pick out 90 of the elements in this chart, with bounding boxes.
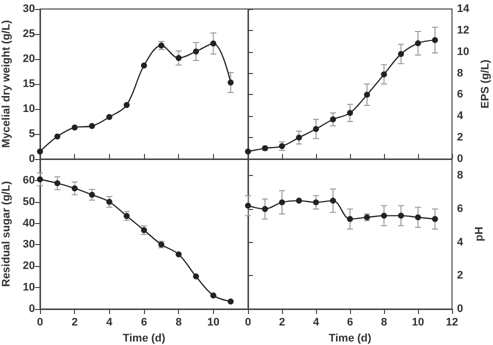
x-tick-label: 12: [446, 316, 458, 328]
y-tick-label: 5: [28, 128, 35, 140]
point: [245, 148, 251, 154]
y-axis-title: Residual sugar (g/L): [0, 180, 12, 287]
point: [89, 192, 95, 198]
point: [381, 71, 387, 78]
y-tick-label: 20: [22, 53, 35, 65]
y2-tick-label: 8: [457, 170, 464, 182]
point: [262, 206, 268, 212]
y-tick-label: 30: [22, 238, 35, 251]
point: [228, 80, 234, 86]
y2-tick-label: 2: [457, 270, 464, 282]
point: [176, 55, 182, 61]
point: [72, 124, 78, 130]
y-tick-label: 25: [22, 28, 35, 40]
y-tick-label: 0: [28, 153, 35, 165]
x-tick-label: 8: [380, 316, 388, 328]
y2-tick-label: 12: [457, 24, 470, 36]
y2-tick-label: 6: [457, 203, 464, 215]
point: [313, 126, 319, 132]
x-tick-label: 6: [346, 316, 354, 328]
point: [415, 214, 421, 220]
point: [398, 51, 404, 57]
point: [37, 176, 43, 182]
point: [124, 102, 130, 108]
point: [37, 148, 43, 154]
y-tick-label: 40: [22, 217, 35, 230]
point: [106, 198, 112, 205]
x-axis-title: Time (d): [122, 332, 166, 344]
point: [347, 216, 353, 222]
y-axis-title: Mycelial dry weight (g/L): [0, 20, 12, 148]
x-axis-title: Time (d): [328, 332, 372, 344]
x-tick-label: 4: [312, 316, 320, 328]
point: [398, 212, 404, 219]
point: [210, 292, 216, 298]
x-tick-label: 0: [36, 316, 44, 328]
y2-tick-label: 4: [457, 110, 464, 122]
y2-axis-title: EPS (g/L): [480, 59, 492, 108]
point: [210, 40, 216, 46]
x-tick-label: 2: [72, 316, 78, 328]
y-tick-label: 60: [22, 174, 35, 186]
point: [141, 227, 147, 234]
point: [141, 62, 147, 68]
y2-tick-label: 10: [457, 46, 470, 58]
point: [330, 198, 336, 204]
point: [106, 114, 112, 120]
point: [124, 213, 130, 219]
point: [330, 116, 336, 122]
point: [228, 298, 234, 304]
point: [89, 123, 95, 129]
y2-tick-label: 6: [457, 88, 464, 101]
point: [279, 143, 285, 150]
point: [193, 48, 199, 54]
point: [432, 216, 438, 222]
y2-tick-label: 0: [457, 303, 464, 315]
point: [176, 251, 182, 258]
point: [347, 110, 353, 116]
x-tick-label: 6: [140, 316, 148, 328]
point: [432, 37, 438, 44]
x-tick-label: 2: [278, 316, 286, 328]
x-tick-label: 0: [244, 316, 252, 328]
y2-tick-label: 0: [457, 153, 464, 165]
y-tick-label: 0: [28, 303, 35, 315]
point: [296, 134, 302, 141]
y-tick-label: 50: [22, 196, 35, 208]
y-tick-label: 15: [22, 78, 35, 90]
x-tick-label: 10: [207, 316, 220, 328]
x-tick-label: 8: [176, 316, 182, 328]
x-tick-label: 10: [412, 316, 424, 328]
point: [296, 198, 302, 204]
x-tick-label: 4: [106, 316, 114, 328]
y2-tick-label: 4: [457, 236, 464, 248]
point: [54, 134, 60, 140]
point: [415, 40, 421, 46]
y-tick-label: 30: [22, 3, 35, 15]
y2-tick-label: 8: [457, 67, 464, 80]
point: [72, 185, 78, 192]
y2-axis-title: pH: [474, 226, 486, 242]
y2-tick-label: 14: [457, 3, 470, 15]
y-tick-label: 20: [22, 260, 35, 272]
point: [245, 202, 251, 209]
point: [54, 180, 60, 186]
y-tick-label: 10: [22, 103, 35, 115]
point: [381, 212, 387, 219]
y-tick-label: 10: [22, 282, 35, 294]
point: [313, 199, 319, 206]
y2-tick-label: 2: [457, 132, 464, 144]
point: [279, 199, 285, 206]
point: [193, 273, 199, 280]
point: [364, 92, 370, 98]
